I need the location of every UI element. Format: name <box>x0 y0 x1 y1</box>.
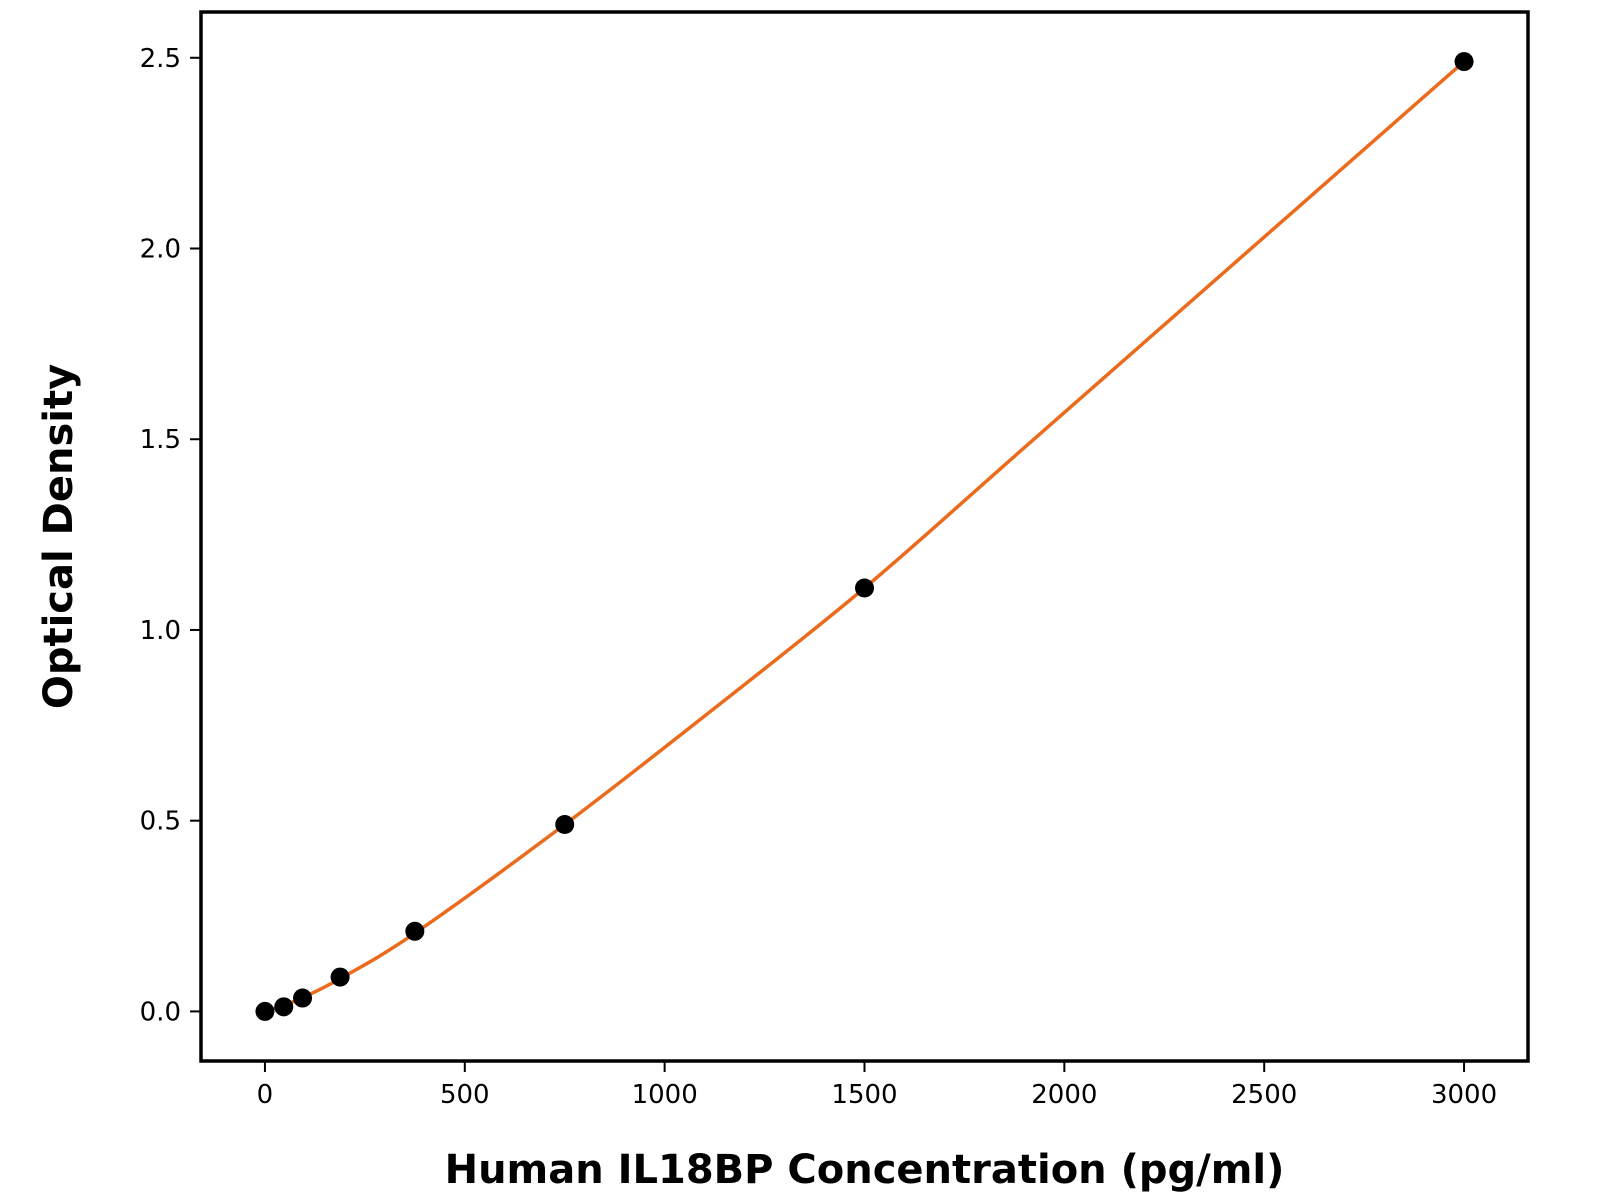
data-point <box>255 1001 275 1021</box>
y-tick-label: 2.5 <box>140 44 181 74</box>
x-tick-label: 3000 <box>1431 1080 1497 1110</box>
x-tick-label: 2500 <box>1231 1080 1297 1110</box>
y-tick-label: 0.0 <box>140 997 181 1027</box>
x-tick-label: 500 <box>440 1080 490 1110</box>
fit-curve-line <box>264 60 1466 1014</box>
y-tick-label: 1.5 <box>140 425 181 455</box>
y-tick-label: 0.5 <box>140 807 181 837</box>
y-axis-label: Optical Density <box>36 364 82 709</box>
data-point <box>274 997 294 1017</box>
x-axis-label: Human IL18BP Concentration (pg/ml) <box>445 1147 1285 1193</box>
x-axis-ticks: 0 500 1000 1500 2000 2500 3000 <box>257 1061 1497 1110</box>
y-tick-label: 2.0 <box>140 235 181 265</box>
data-point <box>1454 52 1474 72</box>
x-tick-label: 0 <box>257 1080 274 1110</box>
data-point <box>855 578 874 598</box>
x-tick-label: 1000 <box>632 1080 698 1110</box>
plot-frame <box>199 10 1530 1063</box>
x-tick-label: 2000 <box>1031 1080 1097 1110</box>
data-point <box>405 921 425 941</box>
data-point <box>330 967 350 987</box>
plot-area <box>199 10 1530 1063</box>
x-tick-label: 1500 <box>831 1080 897 1110</box>
data-point <box>293 988 313 1008</box>
y-axis-ticks: 0.0 0.5 1.0 1.5 2.0 2.5 <box>140 44 201 1027</box>
data-point <box>555 814 575 834</box>
y-tick-label: 1.0 <box>140 616 181 646</box>
